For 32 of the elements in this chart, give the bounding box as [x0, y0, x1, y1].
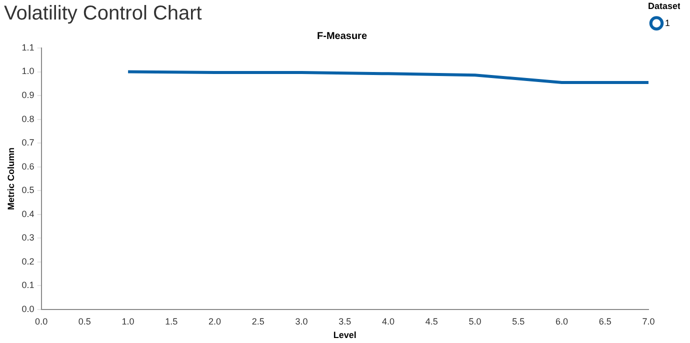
y-tick-label: 0.8 — [22, 114, 34, 124]
y-tick-label: 1.1 — [22, 42, 34, 52]
x-tick-label: 3.0 — [295, 316, 308, 326]
y-tick-label: 0.5 — [22, 185, 34, 196]
x-tick-label: 4.5 — [425, 316, 438, 326]
x-tick-label: 0.0 — [35, 316, 48, 326]
x-tick-label: 1.5 — [165, 316, 178, 326]
x-tick-label: 6.5 — [598, 316, 612, 326]
y-tick-label: 0.2 — [22, 256, 34, 266]
y-tick-label: 0.0 — [22, 304, 34, 314]
y-tick-label: 0.9 — [22, 90, 34, 100]
y-tick-label: 0.7 — [22, 138, 34, 148]
x-tick-label: 2.5 — [252, 316, 264, 326]
y-tick-label: 0.4 — [22, 208, 34, 219]
x-tick-label: 3.5 — [338, 316, 352, 326]
y-tick-label: 0.6 — [22, 161, 34, 172]
x-tick-label: 0.5 — [78, 316, 91, 326]
x-tick-label: 6.0 — [555, 316, 568, 326]
chart-subtitle: F-Measure — [316, 30, 368, 42]
y-tick-label: 0.1 — [22, 280, 34, 290]
x-tick-label: 5.0 — [468, 316, 482, 326]
chart-title: Volatility Control Chart — [4, 2, 202, 25]
x-tick-label: 2.0 — [208, 316, 222, 326]
x-tick-label: 1.0 — [122, 316, 134, 326]
y-tick-label: 0.3 — [22, 232, 34, 243]
x-axis-title: Level — [333, 330, 356, 340]
y-tick-label: 1.0 — [22, 66, 34, 76]
x-tick-label: 5.5 — [512, 316, 525, 326]
x-tick-label: 7.0 — [642, 316, 655, 326]
x-tick-label: 4.0 — [382, 316, 395, 326]
y-axis-title: Metric Column — [6, 147, 16, 210]
legend-label: 1 — [664, 18, 670, 28]
